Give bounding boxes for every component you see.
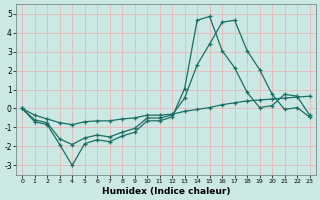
X-axis label: Humidex (Indice chaleur): Humidex (Indice chaleur) [102, 187, 230, 196]
